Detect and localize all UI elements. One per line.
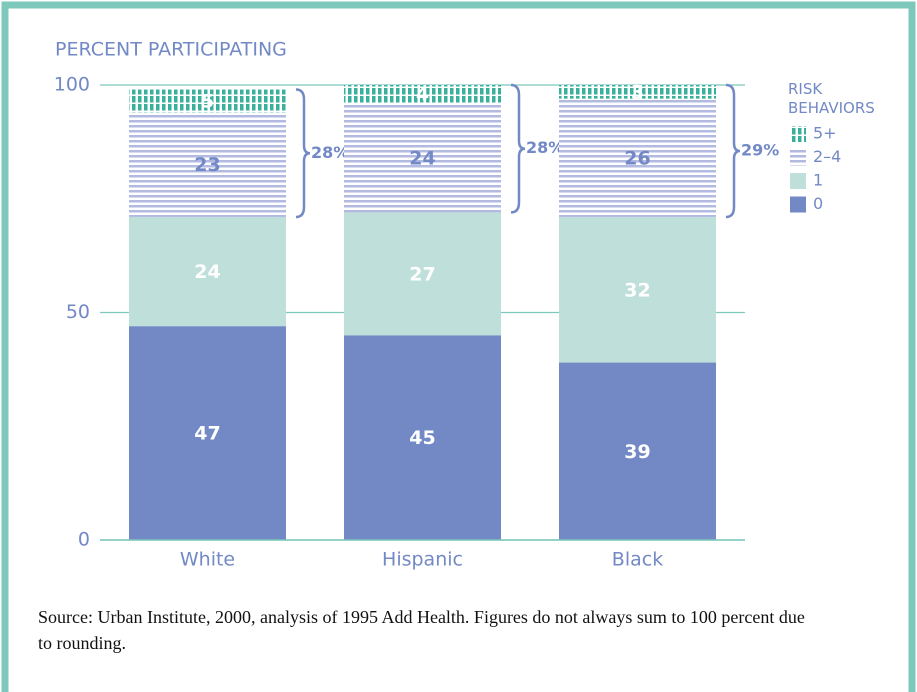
bar-segment	[559, 362, 716, 540]
legend-label: 2–4	[813, 147, 841, 166]
bar-segment	[559, 216, 716, 363]
legend-swatch	[790, 149, 806, 166]
bar-segment	[344, 103, 501, 213]
bar-segment	[344, 335, 501, 540]
bracket	[510, 83, 526, 214]
x-tick-label: Black	[612, 549, 663, 571]
value-label: 24	[409, 147, 435, 169]
value-label: 5	[201, 90, 214, 112]
bar-segment	[129, 326, 286, 540]
value-label: 39	[624, 441, 650, 463]
legend-swatch	[790, 126, 806, 142]
value-label: 26	[624, 147, 650, 169]
bar-segment	[559, 98, 716, 217]
value-label: 23	[194, 154, 220, 176]
legend-label: 0	[813, 194, 823, 213]
bar-segment	[129, 216, 286, 327]
value-label: 27	[409, 263, 435, 285]
y-tick-label: 100	[54, 74, 90, 96]
legend-swatch	[790, 173, 806, 189]
x-tick-label: Hispanic	[382, 549, 463, 571]
bar-segment	[344, 85, 501, 104]
y-tick-label: 0	[78, 529, 90, 551]
bar-segment	[344, 212, 501, 336]
bar-segment	[129, 112, 286, 217]
bracket	[295, 88, 311, 219]
y-tick-label: 50	[66, 301, 90, 323]
bracket	[725, 83, 741, 219]
bracket-label: 29%	[741, 140, 779, 159]
legend-swatch	[790, 196, 806, 213]
x-tick-label: White	[180, 549, 235, 571]
legend-label: 5+	[813, 124, 837, 143]
bracket-label: 28%	[311, 143, 349, 162]
legend-label: 1	[813, 171, 823, 190]
value-label: 45	[409, 427, 435, 449]
value-label: 4	[416, 84, 429, 106]
value-label: 24	[194, 261, 220, 283]
bracket-label: 28%	[526, 138, 564, 157]
value-label: 32	[624, 279, 650, 301]
bar-segment	[129, 89, 286, 113]
value-label: 3	[631, 81, 644, 103]
source-note: Source: Urban Institute, 2000, analysis …	[38, 607, 805, 653]
y-axis-title: PERCENT PARTICIPATING	[55, 39, 287, 61]
bar-segment	[559, 85, 716, 99]
legend-title: RISK BEHAVIORS	[788, 80, 875, 117]
value-label: 47	[194, 423, 220, 445]
